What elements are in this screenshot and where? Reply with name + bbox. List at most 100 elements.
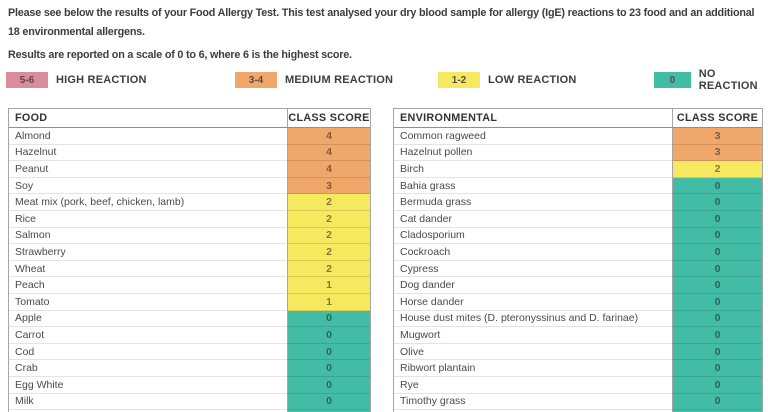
allergen-name: Olive xyxy=(394,344,672,361)
allergen-name: Timothy grass xyxy=(394,394,672,411)
allergen-name: Milk xyxy=(9,394,287,411)
allergen-name: Dog dander xyxy=(394,277,672,294)
partial-row xyxy=(9,410,370,412)
class-score-cell: 2 xyxy=(287,210,370,228)
table-row: Birch 2 xyxy=(394,161,762,178)
allergen-name: Hazelnut pollen xyxy=(394,145,672,162)
allergen-name: Rice xyxy=(9,211,287,228)
allergen-name: Ribwort plantain xyxy=(394,360,672,377)
table-row: Cockroach 0 xyxy=(394,244,762,261)
table-row: Egg White 0 xyxy=(9,376,370,394)
table-row: Almond 4 xyxy=(9,128,370,145)
table-row: Common ragweed 3 xyxy=(394,128,762,145)
allergen-name: Rye xyxy=(394,377,672,394)
table-row: Wheat 2 xyxy=(9,260,370,278)
legend-item-high-reaction: 5-6 HIGH REACTION xyxy=(6,72,147,88)
allergen-name: Peanut xyxy=(9,161,287,178)
allergen-name: Cockroach xyxy=(394,244,672,261)
table-row: Rye 0 xyxy=(394,376,762,394)
class-score-cell: 0 xyxy=(672,244,762,261)
class-score-cell: 3 xyxy=(672,144,762,162)
class-score-cell: 0 xyxy=(672,194,762,211)
table-row: Ribwort plantain 0 xyxy=(394,360,762,377)
high-reaction-swatch: 5-6 xyxy=(6,72,48,88)
table-row: Cod 0 xyxy=(9,343,370,361)
environmental-class-score-header: CLASS SCORE xyxy=(672,109,762,127)
legend-item-no-reaction: 0 NO REACTION xyxy=(654,68,768,92)
allergen-name: Salmon xyxy=(9,228,287,245)
allergen-name: Almond xyxy=(9,128,287,145)
table-row: Salmon 2 xyxy=(9,227,370,245)
allergen-name: Horse dander xyxy=(394,294,672,311)
class-score-cell: 0 xyxy=(672,310,762,328)
food-column-header: FOOD xyxy=(15,112,48,124)
food-class-score-header: CLASS SCORE xyxy=(287,109,370,127)
partial-score-cell xyxy=(287,410,370,412)
table-row: Soy 3 xyxy=(9,177,370,195)
allergen-name: Cat dander xyxy=(394,211,672,228)
allergen-name: Egg White xyxy=(9,377,287,394)
food-results-table: FOOD CLASS SCORE Almond 4 Hazelnut 4 Pea… xyxy=(8,108,371,412)
allergen-name: Birch xyxy=(394,161,672,178)
partial-row xyxy=(394,410,762,412)
class-score-cell: 4 xyxy=(287,128,370,145)
class-score-cell: 0 xyxy=(672,393,762,411)
class-score-cell: 0 xyxy=(672,277,762,294)
food-table-body: Almond 4 Hazelnut 4 Peanut 4 Soy 3 Meat … xyxy=(9,128,370,411)
allergen-name: Common ragweed xyxy=(394,128,672,145)
allergen-name: Bahia grass xyxy=(394,178,672,195)
low-reaction-swatch: 1-2 xyxy=(438,72,480,88)
table-row: Carrot 0 xyxy=(9,327,370,344)
table-row: Apple 0 xyxy=(9,310,370,328)
allergen-name: Peach xyxy=(9,277,287,294)
allergen-name: Crab xyxy=(9,360,287,377)
allergen-name: Bermuda grass xyxy=(394,194,672,211)
table-row: Strawberry 2 xyxy=(9,244,370,261)
no-reaction-swatch: 0 xyxy=(654,72,691,88)
class-score-cell: 0 xyxy=(287,360,370,377)
environmental-table-body: Common ragweed 3 Hazelnut pollen 3 Birch… xyxy=(394,128,762,411)
class-score-cell: 0 xyxy=(672,327,762,344)
class-score-cell: 2 xyxy=(287,244,370,261)
class-score-cell: 1 xyxy=(287,293,370,311)
class-score-cell: 0 xyxy=(672,360,762,377)
class-score-cell: 0 xyxy=(672,260,762,278)
environmental-results-table: ENVIRONMENTAL CLASS SCORE Common ragweed… xyxy=(393,108,763,412)
class-score-cell: 0 xyxy=(672,293,762,311)
table-row: Tomato 1 xyxy=(9,293,370,311)
class-score-cell: 1 xyxy=(287,277,370,294)
class-score-cell: 0 xyxy=(287,393,370,411)
allergen-name: Wheat xyxy=(9,261,287,278)
table-row: Rice 2 xyxy=(9,210,370,228)
allergen-name: Cladosporium xyxy=(394,228,672,245)
class-score-cell: 4 xyxy=(287,144,370,162)
medium-reaction-label: MEDIUM REACTION xyxy=(285,74,394,86)
allergen-name: Cod xyxy=(9,344,287,361)
class-score-cell: 0 xyxy=(287,343,370,361)
table-row: Cat dander 0 xyxy=(394,210,762,228)
no-reaction-label: NO REACTION xyxy=(698,68,758,92)
allergen-name: House dust mites (D. pteronyssinus and D… xyxy=(394,311,672,328)
class-score-cell: 0 xyxy=(287,310,370,328)
environmental-table-header: ENVIRONMENTAL CLASS SCORE xyxy=(394,109,762,128)
class-score-cell: 2 xyxy=(287,194,370,211)
class-score-cell: 0 xyxy=(672,210,762,228)
class-score-cell: 3 xyxy=(672,128,762,145)
table-row: Peach 1 xyxy=(9,277,370,294)
allergen-name: Apple xyxy=(9,311,287,328)
allergen-name: Hazelnut xyxy=(9,145,287,162)
low-reaction-label: LOW REACTION xyxy=(488,74,577,86)
table-row: Timothy grass 0 xyxy=(394,393,762,411)
class-score-cell: 2 xyxy=(672,161,762,178)
table-row: Cypress 0 xyxy=(394,260,762,278)
high-reaction-label: HIGH REACTION xyxy=(56,74,147,86)
table-row: Horse dander 0 xyxy=(394,293,762,311)
legend-item-medium-reaction: 3-4 MEDIUM REACTION xyxy=(235,72,393,88)
class-score-cell: 0 xyxy=(672,177,762,195)
food-table-header: FOOD CLASS SCORE xyxy=(9,109,370,128)
allergen-name: Soy xyxy=(9,178,287,195)
class-score-cell: 0 xyxy=(672,343,762,361)
class-score-cell: 2 xyxy=(287,260,370,278)
class-score-cell: 0 xyxy=(672,376,762,394)
